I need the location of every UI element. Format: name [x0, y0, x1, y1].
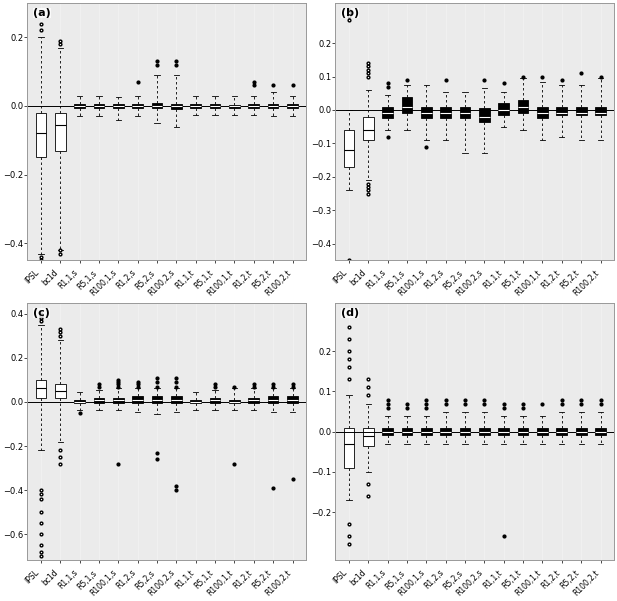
PathPatch shape — [171, 104, 181, 109]
Text: (a): (a) — [33, 8, 51, 18]
PathPatch shape — [132, 397, 143, 403]
PathPatch shape — [171, 397, 181, 403]
PathPatch shape — [249, 398, 259, 403]
PathPatch shape — [287, 397, 298, 403]
PathPatch shape — [249, 104, 259, 108]
PathPatch shape — [74, 104, 85, 108]
PathPatch shape — [557, 106, 567, 115]
PathPatch shape — [229, 400, 240, 403]
PathPatch shape — [287, 104, 298, 108]
PathPatch shape — [229, 105, 240, 108]
PathPatch shape — [363, 428, 373, 446]
PathPatch shape — [383, 429, 393, 435]
PathPatch shape — [113, 398, 123, 403]
PathPatch shape — [402, 97, 412, 114]
Text: (d): (d) — [341, 308, 359, 318]
PathPatch shape — [55, 113, 65, 151]
PathPatch shape — [152, 397, 162, 403]
PathPatch shape — [210, 398, 220, 403]
PathPatch shape — [94, 104, 104, 108]
PathPatch shape — [479, 429, 490, 435]
PathPatch shape — [537, 106, 548, 118]
PathPatch shape — [344, 130, 354, 167]
PathPatch shape — [383, 106, 393, 118]
PathPatch shape — [537, 429, 548, 435]
PathPatch shape — [132, 104, 143, 108]
PathPatch shape — [499, 429, 509, 435]
PathPatch shape — [191, 400, 201, 403]
PathPatch shape — [268, 104, 278, 108]
PathPatch shape — [344, 428, 354, 468]
PathPatch shape — [210, 104, 220, 108]
PathPatch shape — [74, 400, 85, 403]
PathPatch shape — [576, 106, 587, 115]
PathPatch shape — [460, 429, 470, 435]
PathPatch shape — [421, 429, 432, 435]
PathPatch shape — [518, 100, 528, 114]
PathPatch shape — [94, 398, 104, 403]
PathPatch shape — [479, 108, 490, 121]
PathPatch shape — [460, 106, 470, 118]
PathPatch shape — [499, 103, 509, 115]
PathPatch shape — [268, 397, 278, 403]
PathPatch shape — [402, 429, 412, 435]
PathPatch shape — [441, 429, 451, 435]
PathPatch shape — [55, 385, 65, 398]
Text: (c): (c) — [33, 308, 50, 318]
PathPatch shape — [191, 104, 201, 108]
Text: (b): (b) — [341, 8, 359, 18]
PathPatch shape — [441, 106, 451, 118]
PathPatch shape — [557, 429, 567, 435]
PathPatch shape — [363, 117, 373, 140]
PathPatch shape — [36, 380, 46, 398]
PathPatch shape — [595, 106, 606, 115]
PathPatch shape — [421, 106, 432, 118]
PathPatch shape — [518, 429, 528, 435]
PathPatch shape — [595, 429, 606, 435]
PathPatch shape — [113, 104, 123, 108]
PathPatch shape — [36, 113, 46, 157]
PathPatch shape — [576, 429, 587, 435]
PathPatch shape — [152, 103, 162, 108]
